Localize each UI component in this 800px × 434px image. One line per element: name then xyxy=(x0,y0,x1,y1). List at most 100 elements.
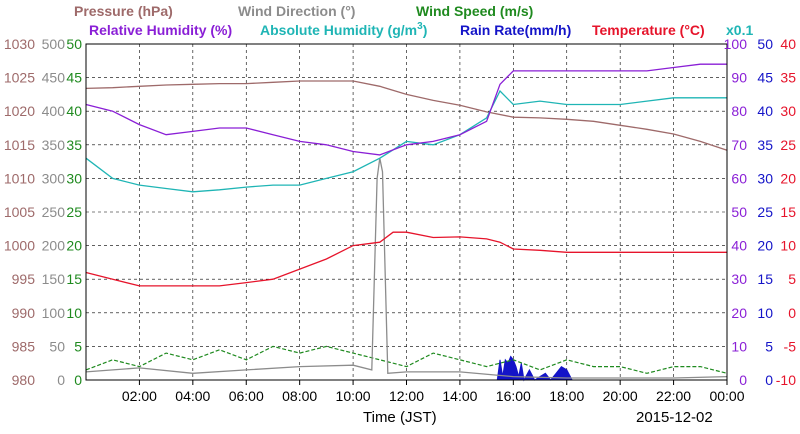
series-layer xyxy=(85,63,728,382)
pressure-tick-label: 1015 xyxy=(4,137,35,153)
relative-humidity-tick-label: 100 xyxy=(724,36,748,52)
wind-speed-tick-label: 10 xyxy=(66,305,82,321)
grid xyxy=(86,44,727,380)
temperature-tick-label: 5 xyxy=(788,271,796,287)
wind-speed-tick-label: 15 xyxy=(66,271,82,287)
x-tick-label: 20:00 xyxy=(603,388,638,404)
x-tick-label: 18:00 xyxy=(549,388,584,404)
temperature-tick-label: -10 xyxy=(776,372,796,388)
rain-rate-tick-label: 35 xyxy=(757,137,773,153)
legend-temperature: Temperature (°C) xyxy=(592,22,705,38)
rain-rate-tick-label: 30 xyxy=(757,170,773,186)
pressure-tick-label: 985 xyxy=(12,338,36,354)
legend-wind-direction: Wind Direction (°) xyxy=(238,3,355,19)
wind-direction-tick-label: 500 xyxy=(42,36,66,52)
temperature-tick-label: 10 xyxy=(780,238,796,254)
temperature-tick-label: 25 xyxy=(780,137,796,153)
rain-rate-tick-label: 20 xyxy=(757,238,773,254)
legend-absolute-humidity-text: Absolute Humidity (g/m xyxy=(260,22,417,38)
wind-direction-tick-label: 400 xyxy=(42,103,66,119)
x-axis-label: Time (JST) xyxy=(363,409,437,426)
x-tick-label: 06:00 xyxy=(229,388,264,404)
relative-humidity-tick-label: 20 xyxy=(731,305,747,321)
pressure-tick-label: 995 xyxy=(12,271,36,287)
rain-rate-tick-label: 25 xyxy=(757,204,773,220)
legend-absolute-humidity-sup: 3 xyxy=(417,21,423,32)
wind-speed-line xyxy=(85,345,728,374)
wind-speed-tick-label: 0 xyxy=(74,372,82,388)
relative-humidity-tick-label: 70 xyxy=(731,137,747,153)
x-tick-label: 14:00 xyxy=(442,388,477,404)
x-tick-label: 04:00 xyxy=(175,388,210,404)
relative-humidity-tick-label: 10 xyxy=(731,338,747,354)
wind-speed-tick-label: 40 xyxy=(66,103,82,119)
legend-relative-humidity: Relative Humidity (%) xyxy=(89,22,232,38)
pressure-tick-label: 1005 xyxy=(4,204,35,220)
wind-speed-tick-label: 35 xyxy=(66,137,82,153)
legend-pressure: Pressure (hPa) xyxy=(74,3,173,19)
wind-direction-tick-label: 350 xyxy=(42,137,66,153)
temperature-tick-label: 30 xyxy=(780,103,796,119)
legend-wind-speed: Wind Speed (m/s) xyxy=(416,3,533,19)
pressure-tick-label: 1030 xyxy=(4,36,35,52)
wind-direction-line xyxy=(85,158,728,379)
rain-rate-tick-label: 15 xyxy=(757,271,773,287)
wind-speed-tick-label: 20 xyxy=(66,238,82,254)
wind-speed-tick-label: 30 xyxy=(66,170,82,186)
wind-speed-tick-label: 45 xyxy=(66,70,82,86)
x-axis-ticks: 02:00 04:00 06:00 08:00 10:00 12:00 14:00 16:00… xyxy=(122,380,745,404)
temperature-tick-label: 35 xyxy=(780,70,796,86)
relative-humidity-tick-label: 80 xyxy=(731,103,747,119)
x-tick-label: 00:00 xyxy=(709,388,744,404)
pressure-tick-label: 1025 xyxy=(4,70,35,86)
relative-humidity-tick-label: 60 xyxy=(731,170,747,186)
rain-rate-tick-label: 10 xyxy=(757,305,773,321)
wind-direction-tick-label: 300 xyxy=(42,170,66,186)
wind-direction-tick-label: 200 xyxy=(42,238,66,254)
rain-rate-tick-label: 40 xyxy=(757,103,773,119)
rain-rate-tick-label: 50 xyxy=(757,36,773,52)
wind-direction-tick-label: 450 xyxy=(42,70,66,86)
rain-rate-tick-label: 45 xyxy=(757,70,773,86)
pressure-line xyxy=(85,80,728,151)
wind-direction-tick-label: 100 xyxy=(42,305,66,321)
pressure-tick-label: 1020 xyxy=(4,103,35,119)
pressure-tick-label: 990 xyxy=(12,305,36,321)
x-tick-label: 02:00 xyxy=(122,388,157,404)
relative-humidity-tick-label: 30 xyxy=(731,271,747,287)
rain-rate-tick-label: 5 xyxy=(765,338,773,354)
temperature-tick-label: 15 xyxy=(780,204,796,220)
temperature-tick-label: 20 xyxy=(780,170,796,186)
temperature-tick-label: 0 xyxy=(788,305,796,321)
date-label: 2015-12-02 xyxy=(636,409,713,426)
wind-speed-tick-label: 5 xyxy=(74,338,82,354)
wind-speed-tick-label: 25 xyxy=(66,204,82,220)
legend-absolute-humidity: Absolute Humidity (g/m3) xyxy=(260,21,427,38)
relative-humidity-tick-label: 50 xyxy=(731,204,747,220)
temperature-line xyxy=(85,231,727,287)
temperature-tick-label: 40 xyxy=(780,36,796,52)
x-tick-label: 22:00 xyxy=(656,388,691,404)
relative-humidity-tick-label: 0 xyxy=(739,372,747,388)
x-tick-label: 10:00 xyxy=(336,388,371,404)
pressure-tick-label: 980 xyxy=(12,372,36,388)
wind-direction-tick-label: 250 xyxy=(42,204,66,220)
scale-note: x0.1 xyxy=(726,22,753,38)
wind-direction-tick-label: 150 xyxy=(42,271,66,287)
x-tick-label: 16:00 xyxy=(496,388,531,404)
rain-rate-tick-label: 0 xyxy=(765,372,773,388)
pressure-tick-label: 1010 xyxy=(4,170,35,186)
wind-speed-tick-label: 50 xyxy=(66,36,82,52)
axis-ticks: 1030102510201015101010051000995990985980… xyxy=(4,36,796,388)
legend-rain-rate: Rain Rate(mm/h) xyxy=(460,22,571,38)
wind-direction-tick-label: 0 xyxy=(57,372,65,388)
pressure-tick-label: 1000 xyxy=(4,238,35,254)
relative-humidity-line xyxy=(85,63,727,156)
legend-absolute-humidity-tail: ) xyxy=(423,22,428,38)
x-tick-label: 12:00 xyxy=(389,388,424,404)
x-tick-label: 08:00 xyxy=(282,388,317,404)
relative-humidity-tick-label: 40 xyxy=(731,238,747,254)
relative-humidity-tick-label: 90 xyxy=(731,70,747,86)
